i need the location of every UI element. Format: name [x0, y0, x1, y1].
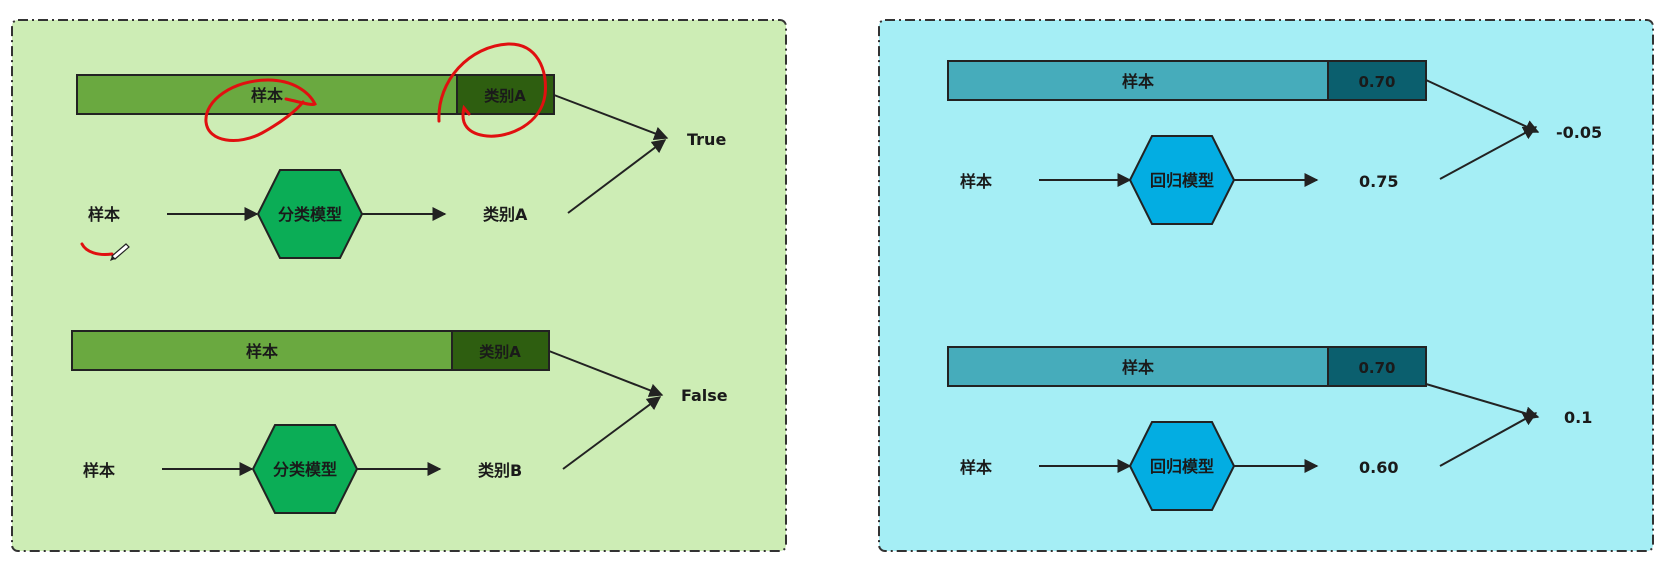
- pen-cursor-icon: [110, 243, 130, 261]
- class-row2-bar-sample-text: 样本: [246, 342, 278, 361]
- reg-row2-arrow-output-to-result: [1439, 412, 1538, 467]
- class-row2-arrow-bar-to-result: [548, 350, 664, 397]
- class-row2-bar-label: [451, 330, 550, 371]
- class-row2-bar-label-text: 类别A: [479, 343, 521, 361]
- class-row1-model-label: 分类模型: [278, 205, 342, 224]
- class-row1-bar-sample-text: 样本: [251, 86, 283, 105]
- reg-row2-bar-sample: [947, 346, 1329, 387]
- reg-row1-output: 0.75: [1359, 172, 1398, 191]
- class-row2-result: False: [681, 386, 728, 405]
- reg-row1-bar-label: [1327, 60, 1427, 101]
- reg-row1-arrow-output-to-result: [1439, 126, 1538, 180]
- reg-row1-model-label: 回归模型: [1150, 171, 1214, 190]
- class-row1-bar-label: [456, 74, 555, 115]
- class-row1-input: 样本: [88, 205, 120, 224]
- regression-panel: [878, 19, 1654, 552]
- class-row2-input: 样本: [83, 461, 115, 480]
- reg-row1-result: -0.05: [1556, 123, 1602, 142]
- reg-row2-bar-label: [1327, 346, 1427, 387]
- class-row2-arrow-output-to-result: [562, 396, 662, 470]
- reg-row2-model-label: 回归模型: [1150, 457, 1214, 476]
- reg-row2-bar-label-text: 0.70: [1358, 359, 1395, 377]
- red-annotation-marks: [80, 42, 547, 256]
- reg-row2-input: 样本: [960, 458, 992, 477]
- reg-row1-arrow-bar-to-result: [1425, 79, 1540, 134]
- class-row1-result: True: [687, 130, 726, 149]
- class-row1-arrow-bar-to-result: [553, 94, 669, 141]
- class-row1-arrow-output-to-result: [567, 139, 667, 214]
- reg-row1-bar-label-text: 0.70: [1358, 73, 1395, 91]
- class-row2-bar-sample: [71, 330, 453, 371]
- class-row2-model-label: 分类模型: [273, 460, 337, 479]
- reg-row1-bar-sample-text: 样本: [1122, 72, 1154, 91]
- class-row1-output: 类别A: [483, 205, 528, 224]
- reg-row2-bar-sample-text: 样本: [1122, 358, 1154, 377]
- reg-row2-result: 0.1: [1564, 408, 1592, 427]
- reg-row2-output: 0.60: [1359, 458, 1398, 477]
- class-row2-output: 类别B: [478, 461, 522, 480]
- reg-row2-arrow-bar-to-result: [1425, 383, 1540, 421]
- reg-row1-input: 样本: [960, 172, 992, 191]
- classification-panel: [11, 19, 787, 552]
- reg-row1-bar-sample: [947, 60, 1329, 101]
- class-row1-bar-label-text: 类别A: [484, 87, 526, 105]
